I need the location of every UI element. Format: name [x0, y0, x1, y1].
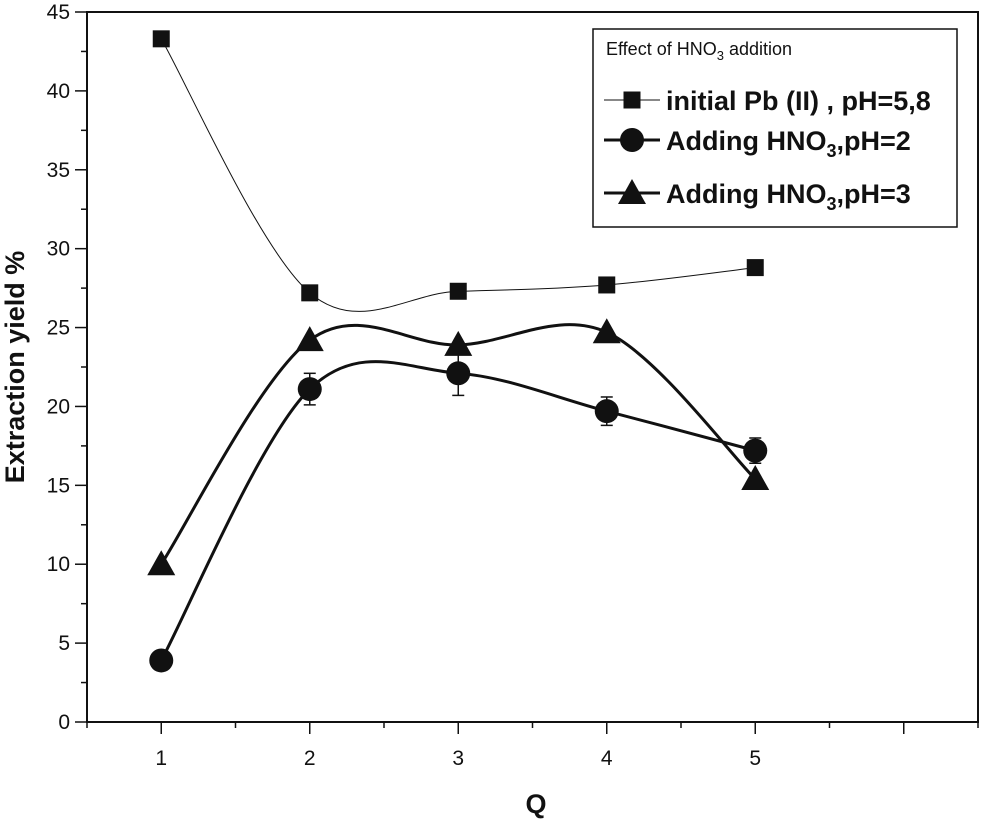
legend-label-main: Adding HNO: [666, 126, 826, 156]
x-tick-label: 5: [749, 747, 761, 770]
y-tick-label: 15: [47, 474, 70, 497]
data-point-triangle: [444, 330, 473, 356]
x-axis-ticks: 1 2 3 4 5: [86, 722, 979, 770]
legend-label-main: Adding HNO: [666, 179, 826, 209]
y-tick-label: 30: [47, 238, 70, 261]
data-point-circle: [743, 438, 768, 463]
series-2: [149, 350, 768, 673]
series-line: [159, 360, 756, 662]
legend-title: Effect of HNO3 addition: [606, 39, 792, 63]
legend-marker-circle: [620, 128, 644, 152]
legend: Effect of HNO3 addition initial Pb (II) …: [592, 28, 958, 228]
data-point-circle: [297, 377, 322, 402]
data-point-square: [152, 30, 170, 48]
legend-entry-1: initial Pb (II) , pH=5,8: [604, 86, 931, 116]
legend-label: initial Pb (II) , pH=5,8: [666, 86, 931, 116]
y-tick-label: 35: [47, 159, 70, 182]
legend-label-main: initial Pb (II) , pH=5,8: [666, 86, 931, 116]
series-line: [160, 38, 756, 312]
data-point-triangle: [295, 326, 324, 352]
x-tick-label: 2: [304, 747, 316, 770]
legend-label: Adding HNO3,pH=3: [666, 179, 911, 214]
y-axis-ticks: 0 5 10 15 20 25 30 35 40 45: [47, 1, 87, 734]
legend-entry-2: Adding HNO3,pH=2: [604, 126, 911, 161]
legend-entry-3: Adding HNO3,pH=3: [604, 179, 911, 214]
y-axis-title: Extraction yield %: [0, 251, 30, 484]
y-tick-label: 0: [58, 711, 70, 734]
legend-title-rest: addition: [724, 39, 792, 59]
x-tick-label: 3: [452, 747, 464, 770]
data-point-circle: [446, 361, 471, 386]
x-axis-title: Q: [525, 789, 546, 819]
data-point-triangle: [741, 465, 770, 491]
data-point-square: [301, 284, 319, 302]
series-3: [147, 318, 770, 576]
data-point-triangle: [592, 318, 621, 344]
y-tick-label: 25: [47, 317, 70, 340]
legend-marker-triangle: [618, 179, 646, 204]
legend-marker-square: [623, 91, 641, 109]
series-1: [152, 30, 764, 312]
data-point-square: [449, 282, 467, 300]
y-tick-label: 40: [47, 80, 70, 103]
legend-label-subscript: 3: [826, 194, 836, 214]
data-point-square: [746, 259, 764, 277]
data-point-circle: [149, 648, 174, 673]
legend-label-rest: ,pH=3: [837, 179, 911, 209]
data-point-circle: [594, 399, 619, 424]
data-point-square: [598, 276, 616, 294]
y-tick-label: 5: [58, 632, 70, 655]
y-tick-label: 45: [47, 1, 70, 24]
y-tick-label: 20: [47, 395, 70, 418]
data-point-triangle: [147, 550, 176, 576]
legend-label-rest: ,pH=2: [837, 126, 911, 156]
x-tick-label: 1: [155, 747, 167, 770]
legend-label-subscript: 3: [826, 141, 836, 161]
legend-title-main: Effect of HNO: [606, 39, 717, 59]
legend-label: Adding HNO3,pH=2: [666, 126, 911, 161]
series-layer: [147, 30, 770, 673]
x-tick-label: 4: [601, 747, 613, 770]
legend-title-subscript: 3: [717, 48, 724, 63]
y-tick-label: 10: [47, 553, 70, 576]
